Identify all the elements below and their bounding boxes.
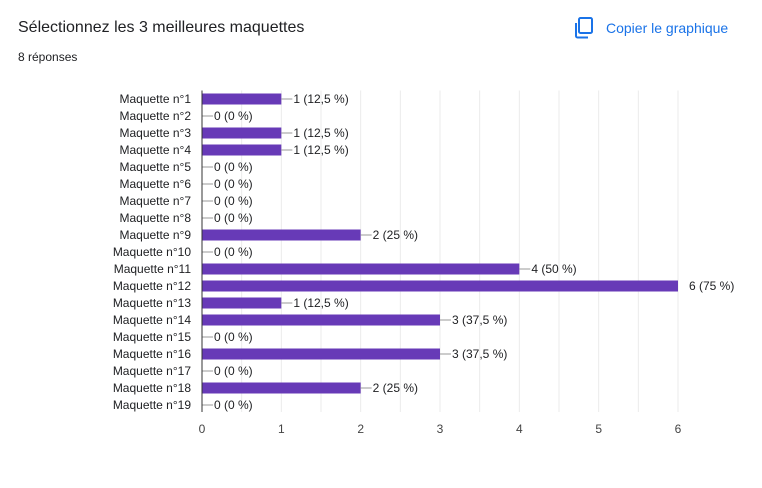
y-category-label: Maquette n°4 <box>119 143 191 157</box>
x-tick-label: 6 <box>675 422 682 436</box>
data-label: 4 (50 %) <box>531 262 576 276</box>
bar <box>202 348 440 360</box>
y-category-label: Maquette n°9 <box>119 228 191 242</box>
x-tick-label: 3 <box>437 422 444 436</box>
y-category-label: Maquette n°8 <box>119 211 191 225</box>
bar <box>202 263 520 275</box>
y-category-label: Maquette n°7 <box>119 194 191 208</box>
bar <box>202 382 361 394</box>
y-category-label: Maquette n°5 <box>119 160 191 174</box>
y-category-label: Maquette n°11 <box>114 262 192 276</box>
data-label: 1 (12,5 %) <box>293 143 348 157</box>
y-category-label: Maquette n°19 <box>113 398 192 412</box>
data-label: 0 (0 %) <box>214 194 253 208</box>
y-category-label: Maquette n°12 <box>113 279 192 293</box>
copy-icon <box>574 17 594 39</box>
data-label: 0 (0 %) <box>214 330 253 344</box>
data-label: 3 (37,5 %) <box>452 313 507 327</box>
copy-chart-label: Copier le graphique <box>606 20 729 36</box>
y-category-label: Maquette n°18 <box>113 381 192 395</box>
data-label: 0 (0 %) <box>214 160 253 174</box>
bar <box>202 93 282 105</box>
y-category-label: Maquette n°3 <box>119 126 191 140</box>
bar <box>202 229 361 241</box>
data-label: 0 (0 %) <box>214 245 253 259</box>
x-tick-label: 0 <box>199 422 206 436</box>
bar <box>202 127 282 139</box>
y-category-label: Maquette n°2 <box>119 109 191 123</box>
y-category-label: Maquette n°16 <box>113 347 192 361</box>
y-category-label: Maquette n°15 <box>113 330 192 344</box>
data-label: 0 (0 %) <box>214 177 253 191</box>
y-category-label: Maquette n°6 <box>119 177 191 191</box>
data-label: 2 (25 %) <box>373 381 418 395</box>
data-label: 0 (0 %) <box>214 109 253 123</box>
x-tick-label: 4 <box>516 422 523 436</box>
copy-chart-button[interactable]: Copier le graphique <box>566 12 736 44</box>
bar <box>202 144 282 156</box>
chart-title: Sélectionnez les 3 meilleures maquettes <box>18 19 305 36</box>
data-label: 6 (75 %) <box>689 279 734 293</box>
response-count: 8 réponses <box>18 50 78 64</box>
data-label: 1 (12,5 %) <box>293 126 348 140</box>
x-tick-label: 5 <box>595 422 602 436</box>
data-label: 3 (37,5 %) <box>452 347 507 361</box>
data-label: 0 (0 %) <box>214 398 253 412</box>
data-label: 0 (0 %) <box>214 364 253 378</box>
bar <box>202 280 678 292</box>
data-label: 2 (25 %) <box>373 228 418 242</box>
x-tick-label: 2 <box>357 422 364 436</box>
y-category-label: Maquette n°13 <box>113 296 192 310</box>
data-label: 0 (0 %) <box>214 211 253 225</box>
x-tick-label: 1 <box>278 422 285 436</box>
data-label: 1 (12,5 %) <box>293 92 348 106</box>
y-category-label: Maquette n°14 <box>113 313 192 327</box>
y-category-label: Maquette n°17 <box>113 364 192 378</box>
data-label: 1 (12,5 %) <box>293 296 348 310</box>
bar <box>202 314 440 326</box>
bar <box>202 297 282 309</box>
y-category-label: Maquette n°10 <box>113 245 192 259</box>
y-category-label: Maquette n°1 <box>119 92 191 106</box>
